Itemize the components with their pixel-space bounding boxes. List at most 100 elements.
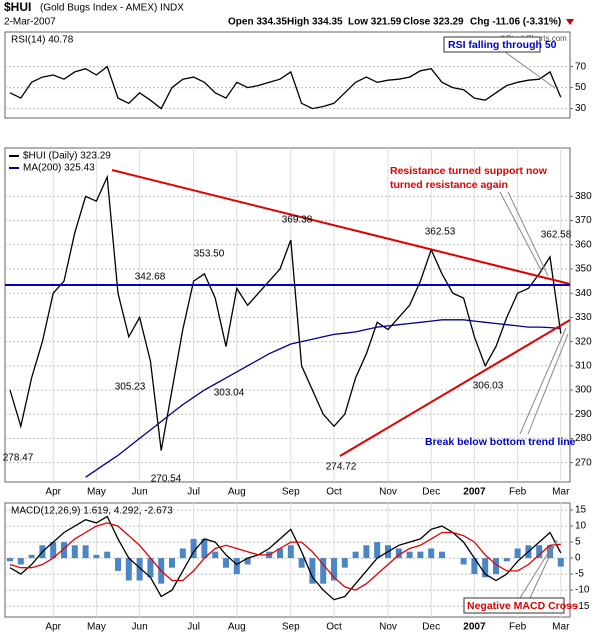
- ticker: $HUI: [4, 0, 31, 14]
- bar: [93, 554, 100, 559]
- bar: [71, 545, 78, 559]
- macd-frame: [4, 502, 571, 618]
- price-label: 305.23: [115, 382, 146, 393]
- note-box: [443, 36, 541, 53]
- bar: [190, 538, 197, 559]
- bar: [320, 558, 327, 584]
- pointer: [507, 191, 549, 277]
- y-tick-label: -10: [575, 585, 590, 596]
- bar: [223, 558, 229, 568]
- x-tick-label: 2007: [463, 622, 486, 633]
- bar: [374, 542, 381, 559]
- down-icon: [566, 19, 574, 25]
- bar: [471, 558, 478, 575]
- bar: [514, 548, 521, 559]
- bar: [298, 558, 305, 568]
- bar: [547, 545, 553, 559]
- bar: [417, 551, 424, 559]
- x-tick-label: Feb: [509, 487, 527, 498]
- stat-open: Open 334.35: [228, 17, 287, 28]
- bar: [61, 542, 67, 559]
- resistance-note: Resistance turned support now: [390, 165, 548, 177]
- y-tick-label: 30: [575, 103, 587, 114]
- x-tick-label: 2007: [463, 487, 486, 498]
- y-tick-label: 270: [575, 457, 592, 468]
- y-tick-label: 370: [575, 215, 592, 226]
- stat-low: Low 321.59: [348, 17, 402, 28]
- macd-note: Negative MACD Cross: [467, 600, 578, 612]
- bar: [460, 558, 467, 565]
- x-tick-label: Dec: [422, 487, 440, 498]
- line: [9, 522, 561, 591]
- rsi-note: RSI falling through 50: [448, 39, 557, 51]
- y-tick-label: -5: [575, 569, 584, 580]
- x-tick-label: Apr: [45, 622, 61, 633]
- bar: [233, 558, 240, 575]
- bar: [536, 545, 543, 559]
- stat-change: Chg -11.06 (-3.31%): [470, 17, 561, 28]
- bar: [82, 545, 89, 559]
- price-frame: [4, 147, 571, 483]
- x-tick-label: Aug: [228, 487, 246, 498]
- bar: [147, 558, 154, 578]
- y-tick-label: 10: [575, 521, 587, 532]
- bar: [277, 548, 283, 559]
- panel-title: MACD(12,26,9) 1.619, 4.292, -2.673: [11, 506, 173, 517]
- x-tick-label: Jul: [187, 487, 200, 498]
- y-tick-label: 5: [575, 537, 581, 548]
- line: [9, 515, 562, 601]
- bar: [493, 558, 499, 575]
- pointer: [499, 191, 543, 273]
- pointer: [519, 327, 567, 435]
- y-tick-label: 50: [575, 82, 587, 93]
- price-label: 353.50: [194, 249, 225, 260]
- bar: [406, 551, 413, 559]
- rsi-frame: [4, 31, 571, 119]
- price-label: 278.47: [3, 453, 34, 464]
- bar: [244, 558, 251, 565]
- date: 2-Mar-2007: [4, 17, 56, 28]
- bar: [287, 545, 294, 559]
- bar: [363, 545, 370, 559]
- panel-title: RSI(14) 40.78: [11, 35, 74, 46]
- x-tick-label: Mar: [552, 487, 570, 498]
- bar: [17, 558, 24, 565]
- bar: [136, 558, 143, 581]
- y-tick-label: 310: [575, 360, 592, 371]
- y-tick-label: 350: [575, 264, 592, 275]
- line: [85, 319, 561, 478]
- price-label: 306.03: [473, 381, 504, 392]
- y-tick-label: 70: [575, 61, 587, 72]
- stat-high: High 334.35: [287, 17, 343, 28]
- pointer: [529, 539, 558, 599]
- x-tick-label: Jun: [132, 622, 148, 633]
- bottom-trend-line: [339, 319, 571, 457]
- bar: [179, 548, 186, 559]
- x-tick-label: Feb: [509, 622, 527, 633]
- bar: [201, 538, 208, 559]
- y-tick-label: -15: [575, 601, 590, 612]
- bar: [7, 558, 13, 562]
- y-tick-label: 330: [575, 312, 592, 323]
- bar: [104, 551, 111, 559]
- legend-entry: MA(200) 325.43: [23, 163, 95, 174]
- y-tick-label: 360: [575, 239, 592, 250]
- line: [9, 65, 562, 110]
- price-label: 270.54: [151, 474, 182, 485]
- price-label: 303.04: [214, 388, 245, 399]
- break-note: Break below bottom trend line: [425, 436, 576, 448]
- bar: [352, 551, 359, 559]
- x-tick-label: Jul: [187, 622, 200, 633]
- ticker-name: (Gold Bugs Index - AMEX) INDX: [40, 3, 184, 14]
- y-tick-label: 280: [575, 433, 592, 444]
- y-tick-label: 340: [575, 288, 592, 299]
- bar: [503, 558, 510, 562]
- bar: [395, 548, 402, 559]
- x-tick-label: Sep: [282, 487, 300, 498]
- price-label: 369.38: [282, 215, 313, 226]
- resistance-note: turned resistance again: [390, 179, 508, 191]
- y-tick-label: 380: [575, 191, 592, 202]
- x-tick-label: Mar: [552, 622, 570, 633]
